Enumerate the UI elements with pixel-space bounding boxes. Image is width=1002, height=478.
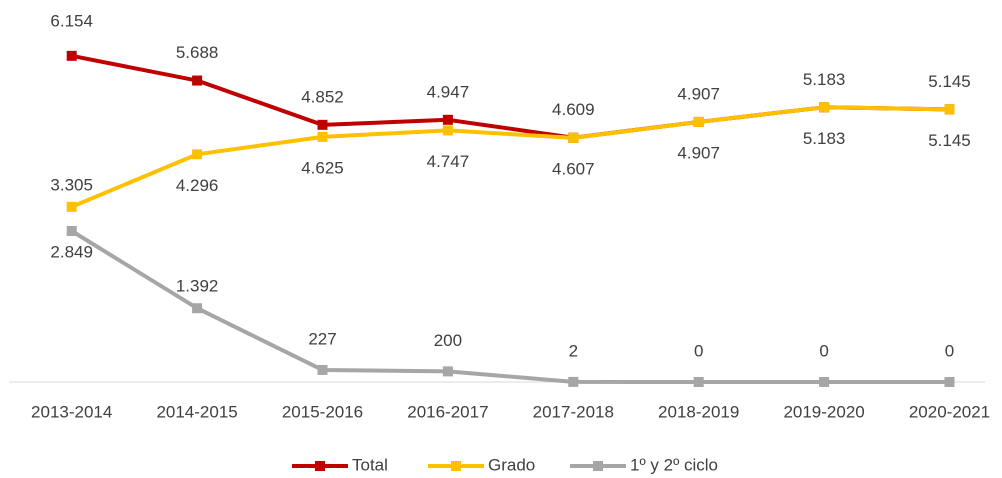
data-label: 2 [569, 341, 578, 360]
data-label: 4.907 [677, 84, 720, 103]
point-marker [819, 102, 830, 113]
x-tick-label: 2018-2019 [658, 402, 739, 421]
data-label: 5.688 [176, 43, 219, 62]
legend-label: 1º y 2º ciclo [630, 455, 718, 474]
data-label: 4.747 [427, 152, 470, 171]
x-tick-label: 2014-2015 [156, 402, 237, 421]
x-tick-label: 2017-2018 [533, 402, 614, 421]
x-tick-label: 2019-2020 [783, 402, 864, 421]
data-label: 5.183 [803, 129, 846, 148]
data-label: 5.145 [928, 72, 971, 91]
data-label: 0 [945, 341, 954, 360]
data-label: 0 [694, 341, 703, 360]
data-label: 227 [308, 329, 336, 348]
point-marker [693, 116, 704, 127]
data-label: 4.296 [176, 176, 219, 195]
data-label: 4.607 [552, 159, 595, 178]
point-marker [66, 50, 77, 61]
series-line [70, 105, 950, 209]
data-label: 5.145 [928, 131, 971, 150]
point-marker [317, 131, 328, 142]
point-marker [317, 119, 328, 130]
data-label: 4.852 [301, 87, 344, 106]
point-marker [192, 149, 203, 160]
data-label: 6.154 [50, 11, 93, 30]
data-label: 4.947 [427, 82, 470, 101]
point-marker [819, 377, 830, 387]
series-line [71, 53, 950, 140]
point-marker [944, 104, 955, 115]
point-marker [442, 125, 453, 136]
point-marker [317, 364, 328, 375]
data-label: 2.849 [50, 242, 93, 261]
data-label: 4.907 [677, 143, 720, 162]
point-marker [192, 303, 203, 314]
point-marker [192, 75, 203, 86]
point-marker [66, 226, 77, 237]
legend-marker [451, 461, 461, 471]
data-label: 5.183 [803, 70, 846, 89]
data-label: 3.305 [50, 175, 93, 194]
legend-marker [315, 461, 325, 471]
data-label: 4.625 [301, 158, 344, 177]
data-label: 0 [819, 341, 828, 360]
point-marker [693, 377, 704, 387]
series-line [70, 229, 950, 384]
data-label: 200 [434, 331, 462, 350]
point-marker [442, 114, 453, 125]
point-marker [442, 366, 453, 377]
legend-label: Grado [488, 455, 535, 474]
point-marker [944, 377, 955, 387]
point-marker [568, 132, 579, 143]
point-marker [66, 201, 77, 212]
point-marker [568, 376, 579, 387]
data-label: 4.609 [552, 100, 595, 119]
x-tick-label: 2013-2014 [31, 402, 112, 421]
legend-label: Total [352, 455, 388, 474]
data-label: 1.392 [176, 277, 219, 296]
x-tick-label: 2020-2021 [909, 402, 990, 421]
x-tick-label: 2015-2016 [282, 402, 363, 421]
x-tick-label: 2016-2017 [407, 402, 488, 421]
legend-marker [593, 461, 603, 471]
